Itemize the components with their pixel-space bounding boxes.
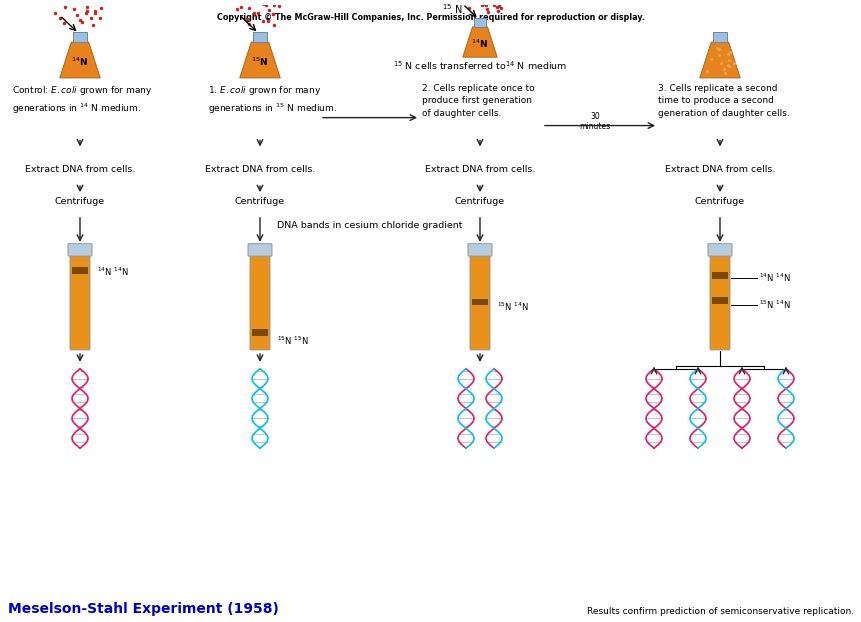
- Text: DNA bands in cesium chloride gradient: DNA bands in cesium chloride gradient: [277, 221, 462, 230]
- Text: $^{15}$N: $^{15}$N: [251, 55, 269, 68]
- Text: $^{15}$N $^{14}$N: $^{15}$N $^{14}$N: [497, 301, 529, 313]
- Polygon shape: [699, 42, 740, 78]
- Text: Extract DNA from cells.: Extract DNA from cells.: [205, 165, 315, 174]
- FancyBboxPatch shape: [68, 244, 92, 256]
- FancyBboxPatch shape: [70, 254, 90, 350]
- FancyBboxPatch shape: [707, 244, 731, 256]
- FancyBboxPatch shape: [468, 244, 492, 256]
- Text: Extract DNA from cells.: Extract DNA from cells.: [25, 165, 135, 174]
- Text: 30
minutes: 30 minutes: [579, 112, 610, 131]
- Bar: [251, 328, 268, 335]
- Text: Meselson-Stahl Experiment (1958): Meselson-Stahl Experiment (1958): [8, 602, 279, 616]
- Bar: [73, 32, 87, 42]
- Text: $^{15}$ N: $^{15}$ N: [441, 2, 461, 16]
- Bar: [474, 19, 486, 27]
- Bar: [711, 297, 728, 304]
- Text: Extract DNA from cells.: Extract DNA from cells.: [424, 165, 535, 174]
- FancyBboxPatch shape: [248, 244, 272, 256]
- Bar: [253, 32, 266, 42]
- Bar: [712, 32, 726, 42]
- Text: 1. $\it{E. coli}$ grown for many
generations in $^{15}$ N medium.: 1. $\it{E. coli}$ grown for many generat…: [208, 84, 337, 116]
- Text: $^{14}$N $^{14}$N: $^{14}$N $^{14}$N: [97, 266, 129, 278]
- Text: $^{15}$N $^{15}$N: $^{15}$N $^{15}$N: [276, 335, 308, 347]
- FancyBboxPatch shape: [709, 254, 729, 350]
- Text: Copyright © The McGraw-Hill Companies, Inc. Permission required for reproduction: Copyright © The McGraw-Hill Companies, I…: [217, 12, 644, 22]
- Bar: [472, 299, 487, 305]
- Polygon shape: [59, 42, 100, 78]
- Polygon shape: [239, 42, 280, 78]
- Text: 2. Cells replicate once to
produce first generation
of daughter cells.: 2. Cells replicate once to produce first…: [422, 84, 534, 118]
- Text: Centrifuge: Centrifuge: [694, 197, 744, 206]
- Text: $^{14}$N $^{14}$N: $^{14}$N $^{14}$N: [759, 272, 790, 284]
- FancyBboxPatch shape: [250, 254, 269, 350]
- Text: $^{15}$N $^{14}$N: $^{15}$N $^{14}$N: [759, 299, 790, 312]
- Text: Results confirm prediction of semiconservative replication.: Results confirm prediction of semiconser…: [586, 607, 853, 616]
- FancyBboxPatch shape: [469, 254, 489, 350]
- Text: Control: $\it{E. coli}$ grown for many
generations in $^{14}$ N medium.: Control: $\it{E. coli}$ grown for many g…: [12, 84, 152, 116]
- Bar: [711, 272, 728, 279]
- Text: 3. Cells replicate a second
time to produce a second
generation of daughter cell: 3. Cells replicate a second time to prod…: [657, 84, 789, 118]
- Text: $^{14}$N: $^{14}$N: [71, 55, 89, 68]
- Text: $^{14}$N: $^{14}$N: [471, 37, 488, 50]
- Text: Centrifuge: Centrifuge: [455, 197, 505, 206]
- Text: Centrifuge: Centrifuge: [55, 197, 105, 206]
- Polygon shape: [462, 27, 497, 57]
- Text: $^{15}$ N cells transferred to$^{14}$ N medium: $^{15}$ N cells transferred to$^{14}$ N …: [393, 59, 567, 72]
- Text: Extract DNA from cells.: Extract DNA from cells.: [664, 165, 774, 174]
- Bar: [72, 267, 88, 274]
- Text: Centrifuge: Centrifuge: [235, 197, 285, 206]
